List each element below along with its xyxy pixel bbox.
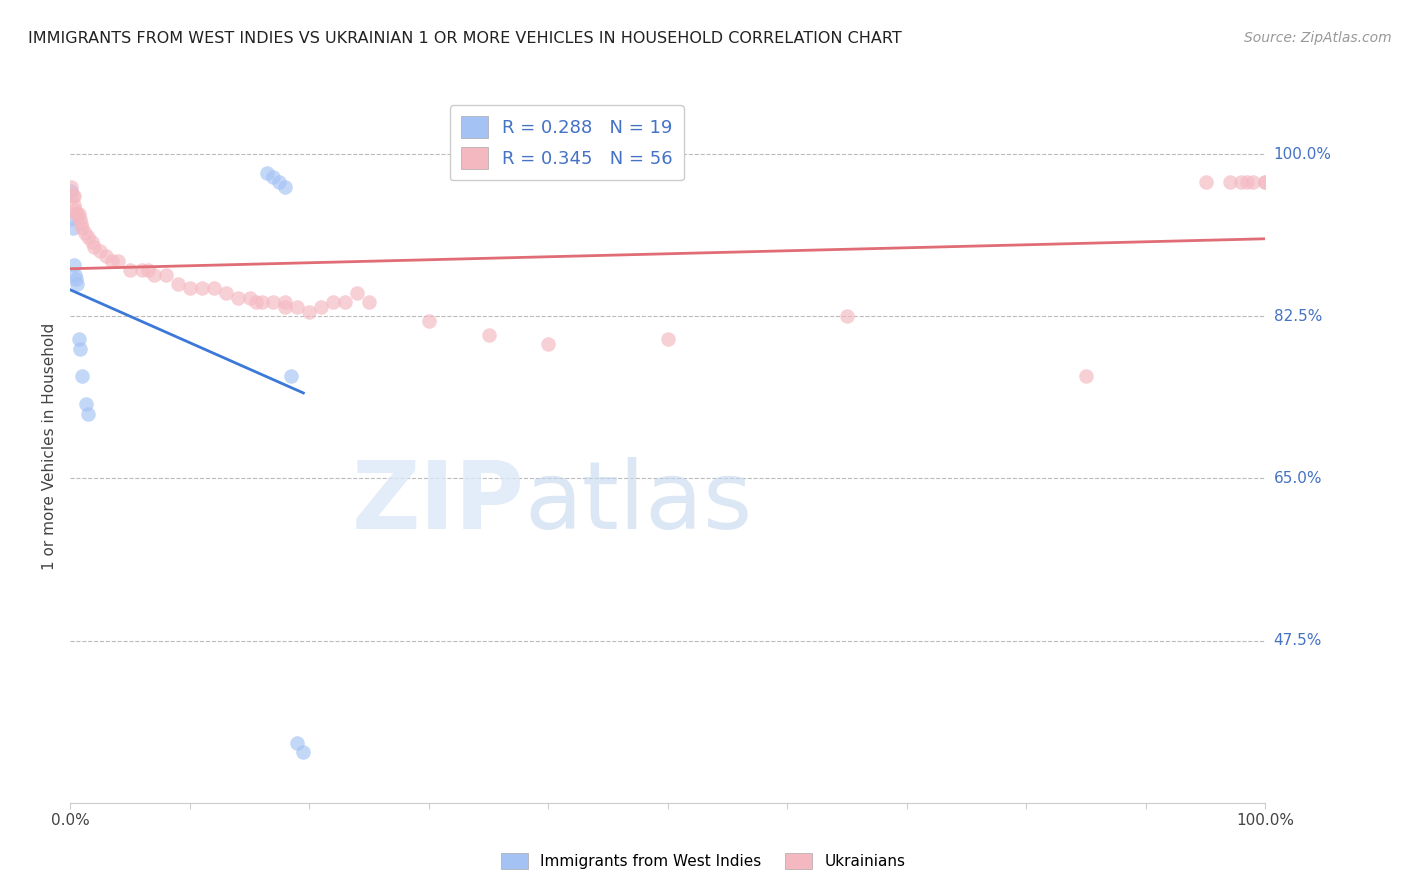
Point [63, 188, 86, 202]
Text: Source: ZipAtlas.com: Source: ZipAtlas.com [1244, 31, 1392, 45]
Point [80, 235, 103, 249]
Point [63, 202, 86, 217]
Point [65, 272, 87, 286]
Point [1236, 175, 1258, 189]
Legend: R = 0.288   N = 19, R = 0.345   N = 56: R = 0.288 N = 19, R = 0.345 N = 56 [450, 105, 683, 180]
Text: IMMIGRANTS FROM WEST INDIES VS UKRAINIAN 1 OR MORE VEHICLES IN HOUSEHOLD CORRELA: IMMIGRANTS FROM WEST INDIES VS UKRAINIAN… [28, 31, 901, 46]
Point [69, 342, 91, 356]
Point [1218, 175, 1241, 189]
Point [245, 295, 267, 310]
Text: atlas: atlas [524, 457, 752, 549]
Point [239, 291, 262, 305]
Point [263, 295, 285, 310]
Point [60, 211, 83, 226]
Point [62, 188, 84, 202]
Point [478, 327, 501, 342]
Point [60, 184, 83, 198]
Point [63, 258, 86, 272]
Legend: Immigrants from West Indies, Ukrainians: Immigrants from West Indies, Ukrainians [495, 847, 911, 875]
Point [309, 300, 333, 314]
Point [89, 244, 111, 259]
Point [131, 263, 153, 277]
Point [322, 295, 344, 310]
Point [292, 745, 315, 759]
Point [62, 221, 84, 235]
Point [179, 281, 201, 295]
Text: 47.5%: 47.5% [1274, 633, 1322, 648]
Text: 100.0%: 100.0% [1274, 146, 1331, 161]
Point [287, 300, 309, 314]
Text: 82.5%: 82.5% [1274, 309, 1322, 324]
Point [1195, 175, 1218, 189]
Point [226, 291, 249, 305]
Point [155, 268, 177, 282]
Point [70, 369, 93, 384]
Point [65, 207, 87, 221]
Point [298, 304, 321, 318]
Point [537, 337, 560, 351]
Point [657, 333, 679, 347]
Point [335, 295, 357, 310]
Point [66, 207, 89, 221]
Point [837, 310, 859, 324]
Point [67, 207, 90, 221]
Point [1254, 175, 1277, 189]
Point [166, 277, 188, 291]
Point [1243, 175, 1265, 189]
Point [274, 295, 297, 310]
Point [69, 211, 91, 226]
Point [274, 179, 297, 194]
Point [83, 240, 105, 254]
Point [359, 295, 381, 310]
Point [120, 263, 141, 277]
Point [280, 369, 302, 384]
Point [66, 277, 89, 291]
Point [73, 226, 96, 240]
Point [256, 166, 278, 180]
Point [136, 263, 159, 277]
Point [143, 268, 166, 282]
Point [1254, 175, 1277, 189]
Point [1076, 369, 1098, 384]
Point [96, 249, 117, 263]
Point [101, 253, 124, 268]
Point [274, 300, 297, 314]
Point [67, 333, 90, 347]
Point [75, 397, 97, 411]
Point [269, 175, 291, 189]
Text: ZIP: ZIP [352, 457, 524, 549]
Point [60, 179, 83, 194]
Text: 65.0%: 65.0% [1274, 471, 1322, 486]
Point [63, 198, 86, 212]
Point [418, 314, 440, 328]
Point [214, 286, 236, 301]
Point [70, 217, 93, 231]
Point [1230, 175, 1253, 189]
Point [346, 286, 368, 301]
Point [250, 295, 273, 310]
Point [202, 281, 225, 295]
Point [263, 170, 285, 185]
Point [77, 407, 100, 421]
Y-axis label: 1 or more Vehicles in Household: 1 or more Vehicles in Household [42, 322, 58, 570]
Point [191, 281, 214, 295]
Point [63, 268, 86, 282]
Point [70, 221, 93, 235]
Point [287, 735, 309, 749]
Point [107, 253, 129, 268]
Point [77, 230, 100, 244]
